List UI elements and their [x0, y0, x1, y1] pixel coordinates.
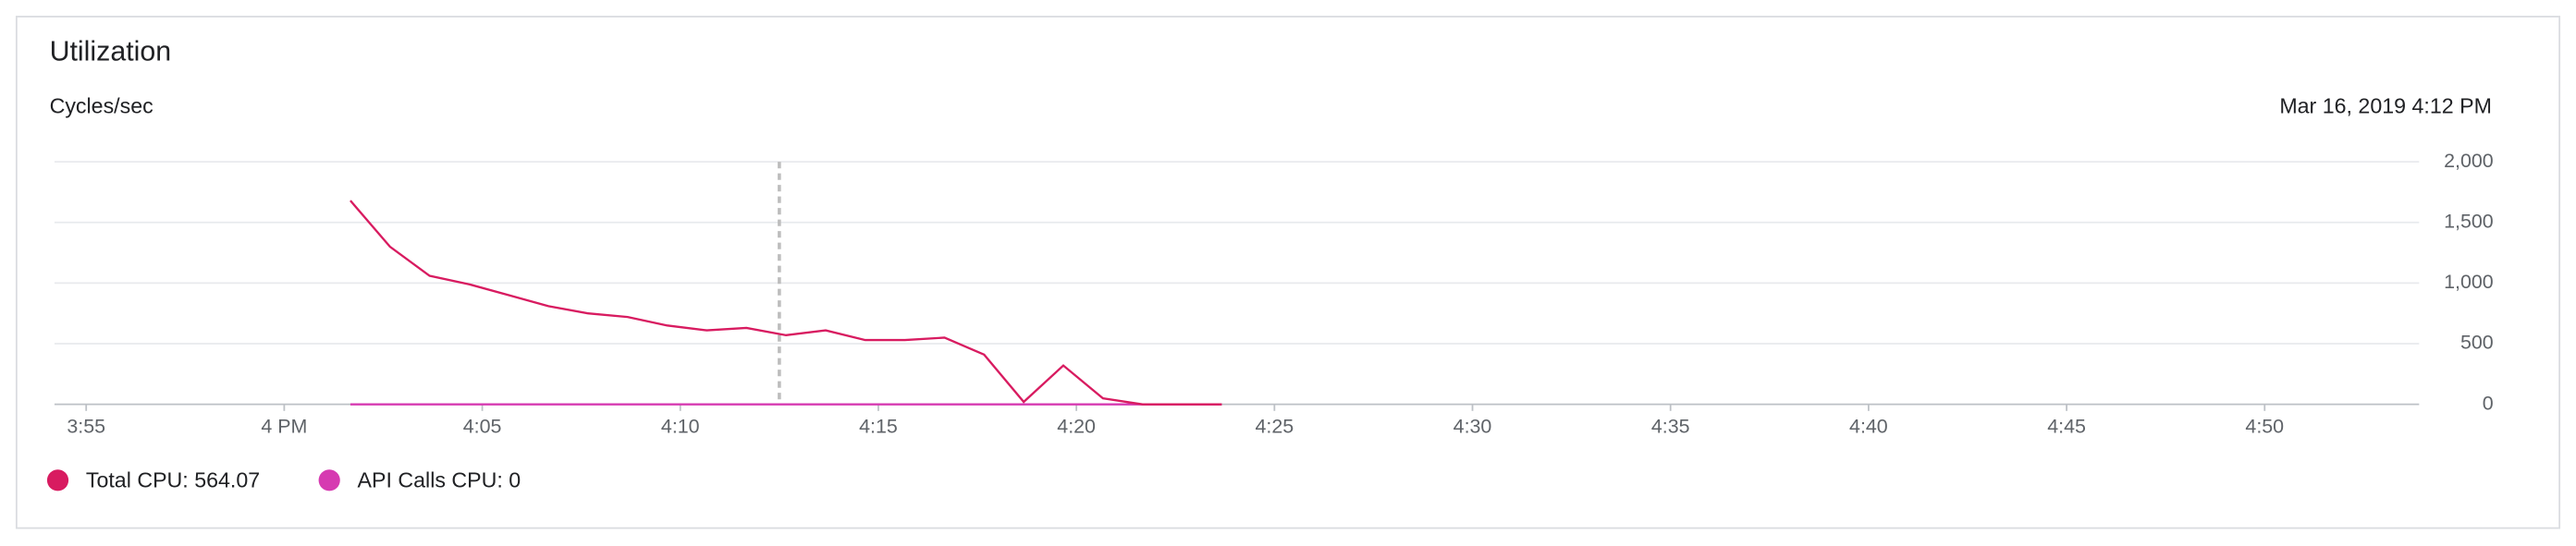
x-tick-label: 4 PM	[261, 415, 307, 437]
y-tick-label: 1,000	[2444, 271, 2494, 293]
legend-label: API Calls CPU: 0	[358, 468, 521, 492]
chart-title: Utilization	[50, 36, 172, 67]
y-tick-label: 2,000	[2444, 150, 2494, 172]
series-line	[350, 200, 1222, 406]
x-tick-label: 4:10	[661, 415, 700, 437]
x-tick-label: 4:20	[1057, 415, 1096, 437]
cursor-label: Mar 16, 2019 4:12 PM	[2279, 93, 2492, 117]
x-tick-label: 4:30	[1454, 415, 1492, 437]
x-tick-label: 4:35	[1651, 415, 1690, 437]
legend-label: Total CPU: 564.07	[86, 468, 260, 492]
y-tick-label: 1,500	[2444, 210, 2494, 232]
y-axis-label: Cycles/sec	[50, 93, 153, 117]
x-tick-label: 4:15	[859, 415, 898, 437]
x-tick-label: 4:05	[463, 415, 502, 437]
legend-swatch	[46, 469, 69, 491]
legend-swatch	[318, 469, 340, 491]
x-tick-label: 3:55	[67, 415, 105, 437]
y-tick-label: 0	[2483, 392, 2494, 414]
x-tick-label: 4:40	[1849, 415, 1888, 437]
x-tick-label: 4:50	[2245, 415, 2284, 437]
x-tick-label: 4:45	[2047, 415, 2086, 437]
y-tick-label: 500	[2460, 332, 2494, 354]
card-frame	[15, 16, 2561, 529]
x-tick-label: 4:25	[1255, 415, 1294, 437]
